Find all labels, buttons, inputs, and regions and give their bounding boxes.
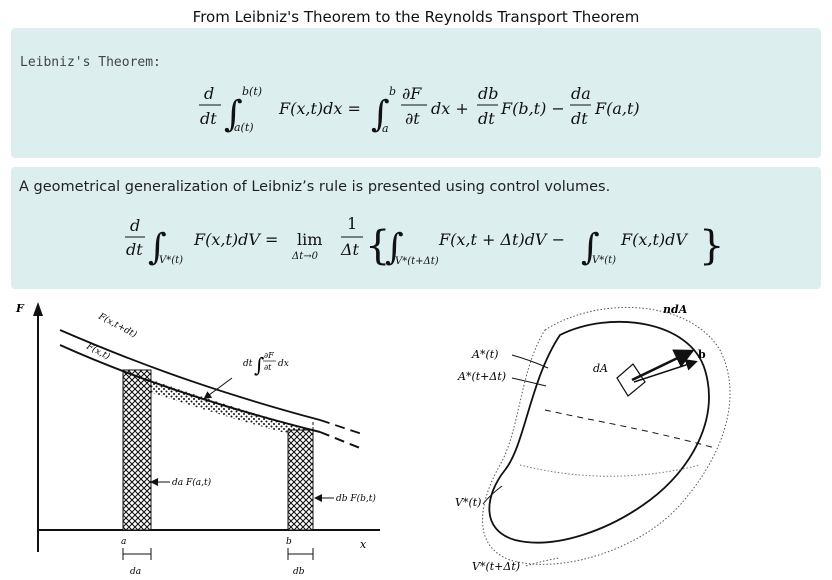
eq1-d: d (204, 84, 214, 103)
eq2-integrand2: F(x,t + Δt)dV − (438, 230, 565, 249)
inner-dotted (519, 464, 701, 477)
V-tdt-label: V*(t+Δt) (472, 560, 520, 573)
integral-sign: ∫ (254, 353, 264, 377)
right-strip (287, 429, 314, 531)
left-strip-label: da F(a,t) (172, 477, 212, 488)
eq2-sub1: V*(t) (159, 255, 183, 266)
leibniz-label: Leibniz's Theorem: (20, 55, 161, 70)
figures: F x F(x,t+dt) F(x,t) dt ∫ ∂F ∂t dx da F(… (15, 302, 731, 577)
leibniz-equation: d dt ∫ b(t) a(t) F(x,t)dx = ∫ b a ∂F ∂t … (199, 84, 640, 135)
A-t-label: A*(t) (471, 348, 498, 361)
eq1-lower-2: a (382, 122, 389, 135)
eq2-left-brace: { (365, 223, 390, 269)
eq2-integrand1: F(x,t)dV = (193, 230, 278, 249)
eq2-lim: lim (297, 230, 322, 249)
eq1-integral-sign-2: ∫ (371, 94, 390, 135)
A-tdt-label: A*(t+Δt) (457, 370, 506, 383)
curve-upper-dash (319, 419, 366, 436)
volume-solid (488, 320, 710, 544)
f-axis-label: F (15, 302, 25, 315)
integral-dx: dx (278, 359, 289, 369)
V-t-label: V*(t) (455, 496, 481, 509)
curve-upper (59, 329, 321, 421)
eq2-dt: dt (126, 240, 143, 259)
b-vector (633, 359, 698, 383)
eq2-integrand3: F(x,t)dV (620, 230, 688, 249)
surface-element (616, 363, 646, 397)
eq1-lower: a(t) (234, 121, 254, 134)
curve-lower-label: F(x,t) (84, 340, 112, 362)
leibniz-theorem-box: Leibniz's Theorem: d dt ∫ b(t) a(t) F(x,… (11, 28, 821, 158)
integral-dtp: ∂t (264, 363, 272, 372)
eq2-d: d (130, 216, 140, 235)
b-vec-label: b (698, 348, 706, 361)
curve-lower-dash (319, 431, 361, 449)
curve-upper-label: F(x,t+dt) (96, 310, 139, 340)
eq1-dt: dt (200, 109, 217, 128)
eq2-integral-sign-3: ∫ (581, 227, 600, 268)
eq1-dx-plus: dx + (431, 99, 469, 118)
eq1-da: da (571, 84, 591, 103)
eq1-integrand: F(x,t)dx = (278, 99, 361, 118)
a-label: a (121, 537, 126, 547)
x-axis-label: x (360, 538, 367, 551)
reynolds-equation: d dt ∫ V*(t) F(x,t)dV = lim Δt→0 1 Δt { … (125, 214, 724, 269)
integral-dt: dt (243, 359, 253, 369)
eq1-dF: ∂F (402, 84, 422, 103)
page-title: From Leibniz's Theorem to the Reynolds T… (192, 8, 640, 26)
eq1-dt2: dt (478, 109, 495, 128)
eq2-right-brace: } (699, 223, 724, 269)
eq1-upper: b(t) (242, 85, 262, 98)
leibniz-figure: F x F(x,t+dt) F(x,t) dt ∫ ∂F ∂t dx da F(… (15, 302, 380, 577)
generalization-box: A geometrical generalization of Leibniz’… (11, 167, 821, 289)
eq2-integral-sign: ∫ (148, 227, 167, 268)
ndA-label: ndA (663, 303, 688, 316)
eq2-deltat: Δt (340, 240, 360, 259)
eq2-limsub: Δt→0 (291, 251, 319, 262)
curve-lower (59, 344, 321, 433)
left-strip (122, 369, 152, 531)
eq1-Fa: F(a,t) (594, 99, 640, 118)
eq2-sub3: V*(t) (592, 255, 616, 266)
eq1-db: db (478, 84, 498, 103)
eq1-Fb-minus: F(b,t) − (500, 99, 565, 118)
generalization-text: A geometrical generalization of Leibniz’… (19, 179, 611, 195)
eq1-integral-sign: ∫ (224, 94, 243, 135)
eq1-dt-partial: ∂t (405, 109, 420, 128)
f-axis-arrow (33, 302, 43, 316)
right-strip-label: db F(b,t) (336, 493, 376, 504)
dA-label: dA (593, 362, 608, 375)
control-volume-figure: ndA b dA A*(t) A*(t+Δt) V*(t) V*(t+Δt) (455, 303, 731, 573)
eq2-integral-sign-2: ∫ (385, 227, 404, 268)
b-label: b (286, 537, 292, 547)
eq1-dt3: dt (571, 109, 588, 128)
eq2-sub2: V*(t+Δt) (395, 256, 439, 267)
integral-dF: ∂F (264, 351, 274, 360)
da-label: da (130, 567, 141, 577)
inner-dashed (544, 409, 716, 449)
db-label: db (293, 567, 305, 577)
normal-vector (631, 349, 695, 382)
eq2-one: 1 (347, 214, 357, 233)
eq1-upper-2: b (389, 85, 396, 98)
